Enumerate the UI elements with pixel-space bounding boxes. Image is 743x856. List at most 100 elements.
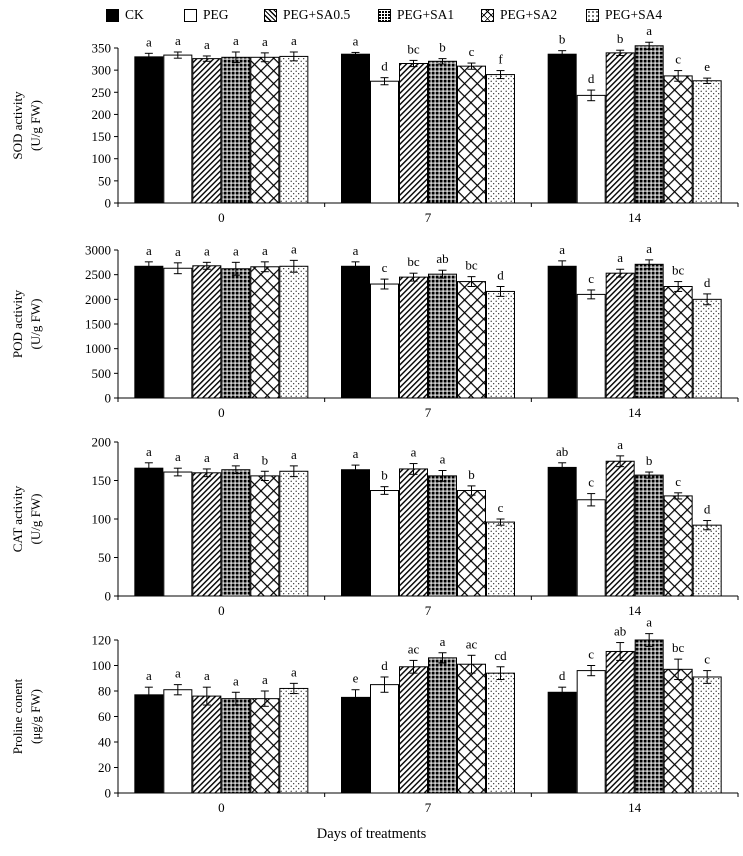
- y-axis-title: Proline conent: [10, 678, 25, 754]
- y-tick-label: 100: [92, 151, 112, 166]
- significance-letter: d: [704, 275, 711, 290]
- bar-peg-sa0-5: [192, 58, 222, 204]
- x-tick-label: 14: [628, 210, 642, 225]
- significance-letter: b: [646, 453, 653, 468]
- bar-ck: [341, 469, 370, 597]
- bar-ck: [547, 265, 577, 399]
- chart-panel-2: 0 50 100 150 200 CAT activity (U/g FW) 0 7 14 a a a a…: [10, 435, 739, 618]
- significance-letter: f: [498, 52, 503, 67]
- significance-letter: a: [646, 23, 652, 38]
- y-axis-title-unit: (U/g FW): [28, 299, 43, 350]
- bar-peg: [576, 499, 606, 597]
- y-tick-label: 150: [92, 473, 112, 488]
- bar-peg-sa0-5: [399, 666, 428, 794]
- bar-ck: [547, 53, 577, 204]
- bar-peg-sa1: [428, 60, 457, 204]
- y-tick-label: 100: [92, 512, 112, 527]
- significance-letter: a: [175, 244, 181, 259]
- significance-letter: d: [559, 668, 566, 683]
- legend-swatch-diagonal: [264, 8, 277, 22]
- y-tick-label: 2000: [85, 292, 111, 307]
- x-tick-label: 0: [218, 405, 225, 420]
- bar-ck: [134, 56, 164, 204]
- legend: CK PEG PEG+SA0.5 PEG+SA1 PEG+SA2 PEG+SA4: [0, 0, 743, 28]
- y-tick-label: 2500: [85, 267, 111, 282]
- significance-letter: a: [291, 241, 297, 256]
- bar-peg-sa4: [486, 290, 515, 399]
- significance-letter: a: [175, 666, 181, 681]
- y-tick-label: 3000: [85, 243, 111, 258]
- significance-letter: e: [353, 671, 359, 686]
- bar-peg-sa2: [663, 668, 693, 794]
- significance-letter: c: [675, 474, 681, 489]
- y-tick-label: 100: [92, 658, 112, 673]
- bar-peg-sa1: [221, 56, 251, 204]
- legend-label: PEG+SA4: [605, 7, 663, 22]
- bar-ck: [134, 694, 164, 794]
- y-axis-title-unit: (μg/g FW): [28, 689, 43, 744]
- bar-peg-sa4: [486, 672, 515, 794]
- significance-letter: e: [704, 59, 710, 74]
- bar-peg-sa1: [634, 263, 664, 399]
- legend-label: PEG: [203, 7, 229, 22]
- y-tick-label: 0: [105, 589, 112, 604]
- bar-peg-sa0-5: [399, 468, 428, 597]
- bar-peg-sa2: [663, 75, 693, 204]
- bar-ck: [134, 467, 164, 597]
- y-tick-label: 500: [92, 366, 112, 381]
- significance-letter: a: [440, 634, 446, 649]
- legend-swatch-white: [184, 8, 197, 22]
- bar-peg-sa4: [692, 524, 722, 597]
- significance-letter: a: [262, 672, 268, 687]
- y-tick-label: 200: [92, 435, 112, 450]
- legend-label: PEG+SA1: [397, 7, 455, 22]
- y-tick-label: 0: [105, 391, 112, 406]
- legend-item-peg-sa2: PEG+SA2: [481, 6, 557, 24]
- bar-peg-sa2: [457, 490, 486, 597]
- significance-letter: a: [146, 444, 152, 459]
- bar-peg-sa4: [279, 265, 309, 399]
- bar-peg-sa4: [279, 55, 309, 204]
- significance-letter: a: [262, 34, 268, 49]
- significance-letter: a: [353, 33, 359, 48]
- significance-letter: a: [411, 445, 417, 460]
- bar-peg-sa4: [486, 521, 515, 597]
- y-tick-label: 0: [105, 196, 112, 211]
- x-tick-label: 0: [218, 800, 225, 815]
- y-tick-label: 0: [105, 786, 112, 801]
- y-axis-title: POD activity: [10, 289, 25, 358]
- significance-letter: d: [497, 268, 504, 283]
- bar-peg-sa2: [457, 65, 486, 204]
- y-tick-label: 250: [92, 85, 112, 100]
- bar-peg-sa2: [250, 475, 280, 597]
- y-tick-label: 150: [92, 129, 112, 144]
- y-tick-label: 1500: [85, 317, 111, 332]
- bar-peg: [576, 670, 606, 794]
- significance-letter: a: [646, 615, 652, 630]
- legend-label: CK: [125, 7, 144, 22]
- bar-peg: [576, 293, 606, 399]
- bar-peg-sa0-5: [605, 52, 635, 204]
- bar-peg-sa1: [428, 475, 457, 597]
- bar-peg: [370, 80, 399, 204]
- significance-letter: ac: [408, 641, 420, 656]
- significance-letter: d: [704, 502, 711, 517]
- significance-letter: ab: [556, 444, 568, 459]
- y-tick-label: 60: [98, 709, 111, 724]
- significance-letter: a: [291, 33, 297, 48]
- significance-letter: c: [382, 260, 388, 275]
- bar-peg-sa0-5: [399, 63, 428, 204]
- bar-peg-sa2: [250, 56, 280, 204]
- bar-peg-sa1: [634, 474, 664, 597]
- x-tick-label: 14: [628, 800, 642, 815]
- significance-letter: a: [262, 243, 268, 258]
- significance-letter: a: [233, 33, 239, 48]
- significance-letter: ab: [436, 251, 448, 266]
- significance-letter: a: [233, 447, 239, 462]
- x-axis-title: Days of treatments: [316, 826, 427, 842]
- bar-peg-sa0-5: [399, 276, 428, 399]
- significance-letter: a: [233, 673, 239, 688]
- x-tick-label: 7: [425, 603, 432, 618]
- significance-letter: d: [381, 59, 388, 74]
- bar-peg: [163, 54, 193, 204]
